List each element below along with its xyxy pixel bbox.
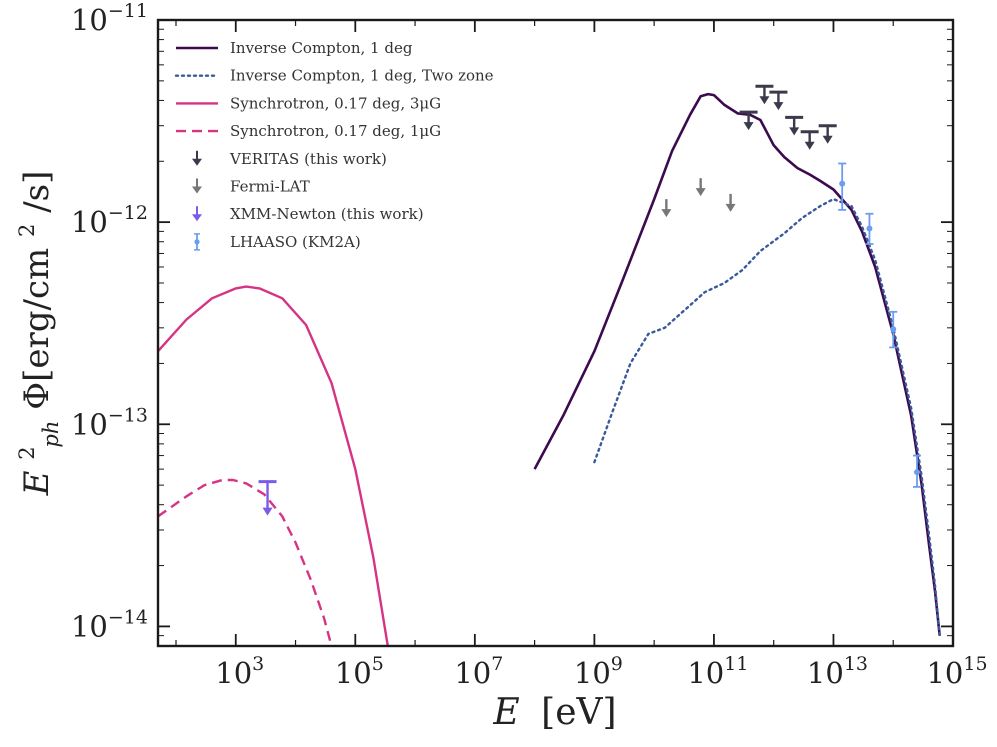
legend-item-synchrotron-0-17-deg-3-g-label: Synchrotron, 0.17 deg, 3μG [230, 94, 441, 112]
legend-item-synchrotron-0-17-deg-1-g: Synchrotron, 0.17 deg, 1μG [176, 122, 441, 140]
upper-limit-veritas-this-work-4-head [804, 141, 815, 150]
upper-limit-veritas-this-work-4 [800, 130, 819, 150]
y-axis-label-rest-sup: 2 [15, 224, 39, 237]
plot-frame [156, 18, 955, 648]
y-axis-label-rest: Φ[erg/cm [17, 248, 57, 410]
y-tick-label-−12: 10−12 [71, 202, 148, 239]
legend-item-fermi-lat-label: Fermi-LAT [230, 178, 310, 196]
legend-item-inverse-compton-1-deg: Inverse Compton, 1 deg [176, 39, 413, 57]
upper-limit-fermi-lat-0 [661, 199, 672, 218]
legend-item-inverse-compton-1-deg-two-zone-label: Inverse Compton, 1 deg, Two zone [230, 67, 494, 85]
y-tick-label-−11: 10−11 [71, 0, 148, 37]
upper-limit-veritas-this-work-0-head [743, 122, 754, 131]
legend-item-veritas-this-work-head [192, 158, 202, 166]
y-tick-label-−14: 10−14 [71, 606, 148, 643]
errorbar-lhaaso-km2a-1-point [866, 225, 873, 232]
legend: Inverse Compton, 1 deg Inverse Compton, 1… [174, 39, 494, 251]
upper-limit-fermi-lat-2-head [725, 203, 736, 212]
x-axis-variable: E [492, 692, 519, 733]
x-tick-label-15: 1015 [926, 653, 987, 690]
upper-limit-fermi-lat-0-head [661, 209, 672, 218]
legend-item-fermi-lat-head [192, 186, 202, 194]
y-axis-label-sup: 2 [15, 446, 39, 459]
y-axis-label-base: E [17, 470, 57, 496]
legend-item-inverse-compton-1-deg-label: Inverse Compton, 1 deg [230, 39, 413, 57]
legend-item-lhaaso-km2a-point [194, 239, 200, 245]
upper-limit-veritas-this-work-3 [785, 115, 804, 136]
y-axis-label-sub: ph [39, 421, 63, 448]
legend-item-inverse-compton-1-deg-two-zone: Inverse Compton, 1 deg, Two zone [174, 67, 494, 85]
upper-limit-xmm-newton-this-work-0-head [262, 507, 273, 516]
upper-limit-veritas-this-work-5-head [822, 135, 833, 144]
upper-limit-fermi-lat-1 [695, 178, 706, 197]
series-line-synchrotron-0-17-deg-1-g [158, 478, 333, 646]
x-tick-label-7: 107 [454, 653, 503, 690]
y-axis-label-end: /s] [17, 171, 57, 213]
upper-limit-veritas-this-work-2-head [773, 102, 784, 111]
series-line-synchrotron-0-17-deg-3-g [158, 285, 389, 646]
upper-limit-xmm-newton-this-work-0 [258, 480, 277, 516]
legend-item-lhaaso-km2a-label: LHAASO (KM2A) [230, 233, 361, 251]
legend-item-xmm-newton-this-work-head [192, 214, 202, 222]
x-axis-label: E [eV] [492, 692, 616, 733]
x-axis-unit: [eV] [541, 692, 616, 733]
errorbar-lhaaso-km2a-3 [913, 454, 922, 488]
errorbar-lhaaso-km2a-2-point [890, 326, 897, 333]
errorbar-lhaaso-km2a-2 [889, 310, 898, 349]
x-tick-label-11: 1011 [687, 653, 748, 690]
errorbar-lhaaso-km2a-1 [865, 212, 874, 245]
upper-limit-veritas-this-work-1 [755, 84, 774, 105]
series-line-inverse-compton-1-deg-two-zone [593, 197, 941, 637]
legend-item-veritas-this-work-label: VERITAS (this work) [229, 150, 387, 168]
legend-item-xmm-newton-this-work: XMM-Newton (this work) [192, 205, 424, 223]
legend-item-synchrotron-0-17-deg-1-g-label: Synchrotron, 0.17 deg, 1μG [230, 122, 441, 140]
series-layer [158, 92, 941, 646]
y-tick-label-−13: 10−13 [71, 404, 148, 441]
series-line-inverse-compton-1-deg [533, 92, 941, 636]
x-tick-label-3: 103 [215, 653, 264, 690]
y-axis-label: E 2 ph Φ[erg/cm 2 /s] [3, 171, 67, 497]
legend-item-veritas-this-work: VERITAS (this work) [192, 150, 387, 168]
errorbar-lhaaso-km2a-0-point [839, 180, 846, 187]
upper-limit-veritas-this-work-0 [739, 110, 758, 131]
x-tick-label-5: 105 [335, 653, 384, 690]
legend-item-lhaaso-km2a: LHAASO (KM2A) [194, 233, 361, 251]
errorbar-lhaaso-km2a-3-point [914, 469, 921, 476]
upper-limit-veritas-this-work-5 [818, 124, 837, 144]
tick-layer: 103 105 107 109 1011 1013 1015 10−14 10−13 10−12 1… [71, 0, 988, 690]
errorbar-lhaaso-km2a-0 [838, 162, 847, 211]
upper-limit-fermi-lat-2 [725, 193, 736, 212]
upper-limit-veritas-this-work-3-head [789, 127, 800, 136]
upper-limit-veritas-this-work-2 [769, 90, 788, 111]
legend-item-fermi-lat: Fermi-LAT [192, 178, 310, 196]
upper-limit-veritas-this-work-1-head [759, 96, 770, 105]
legend-item-synchrotron-0-17-deg-3-g: Synchrotron, 0.17 deg, 3μG [176, 94, 441, 112]
upper-limit-fermi-lat-1-head [695, 188, 706, 197]
legend-item-xmm-newton-this-work-label: XMM-Newton (this work) [230, 205, 424, 223]
x-tick-label-9: 109 [574, 653, 623, 690]
marker-layer [258, 84, 922, 516]
x-tick-label-13: 1013 [807, 653, 868, 690]
